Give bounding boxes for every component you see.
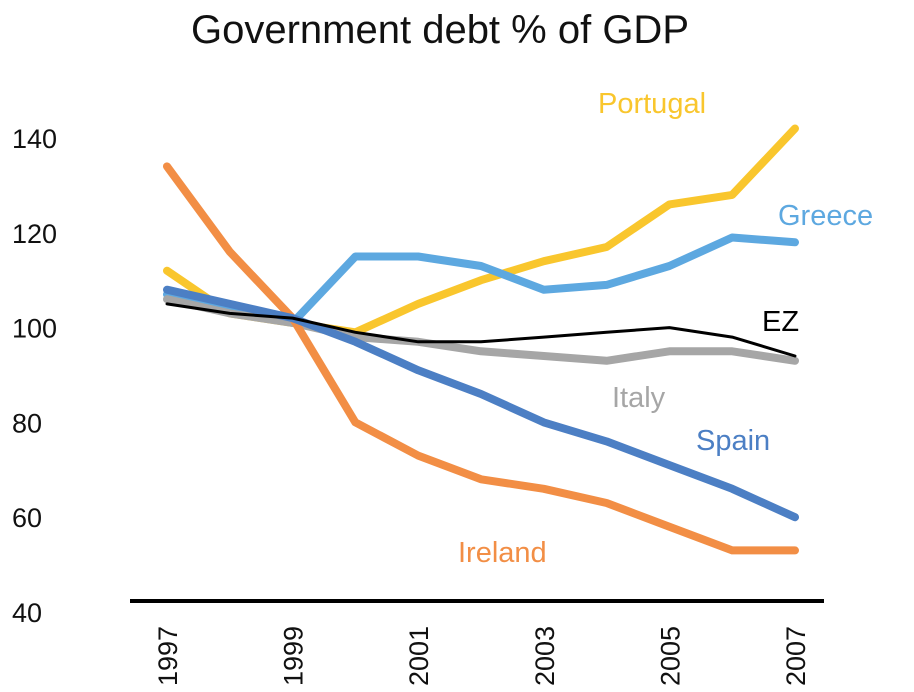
series-line-ireland	[163, 162, 799, 555]
series-label-greece: Greece	[778, 200, 873, 232]
series-line-ez	[165, 302, 797, 358]
x-tick-label: 2007	[781, 626, 811, 686]
series-line-italy	[163, 295, 799, 365]
x-tick-label: 2003	[530, 626, 560, 686]
x-tick-label: 2001	[404, 626, 434, 686]
x-axis-ticks: 1997 1999 2001 2003 2005 2007	[153, 626, 811, 686]
y-axis-ticks: 140 120 100 80 60 40	[12, 124, 57, 628]
series-lines	[163, 124, 799, 555]
x-tick-label: 2005	[655, 626, 685, 686]
y-tick-label: 60	[12, 503, 42, 533]
series-label-ez: EZ	[762, 306, 799, 338]
y-tick-label: 40	[12, 598, 42, 628]
series-line-spain	[163, 285, 799, 522]
series-label-spain: Spain	[696, 425, 770, 457]
series-label-portugal: Portugal	[598, 88, 706, 120]
series-label-ireland: Ireland	[458, 537, 547, 569]
y-tick-label: 120	[12, 219, 57, 249]
series-labels: Portugal Greece EZ Italy Spain Ireland	[458, 88, 873, 569]
x-tick-label: 1997	[153, 626, 183, 686]
chart-title: Government debt % of GDP	[190, 8, 689, 52]
series-line-portugal	[163, 124, 799, 337]
x-tick-label: 1999	[279, 626, 309, 686]
series-label-italy: Italy	[612, 382, 666, 414]
y-tick-label: 80	[12, 408, 42, 438]
y-tick-label: 100	[12, 314, 57, 344]
y-tick-label: 140	[12, 124, 57, 154]
